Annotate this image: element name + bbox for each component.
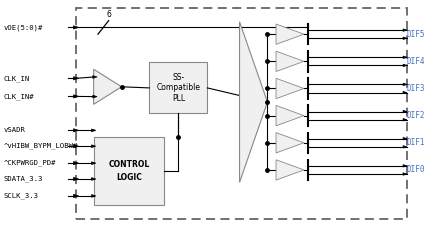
Polygon shape bbox=[92, 129, 96, 132]
Polygon shape bbox=[73, 177, 79, 181]
Text: CLK_IN: CLK_IN bbox=[3, 75, 30, 82]
Polygon shape bbox=[276, 24, 304, 44]
Polygon shape bbox=[73, 144, 79, 148]
Text: DIF3: DIF3 bbox=[407, 84, 426, 93]
Polygon shape bbox=[403, 91, 407, 94]
FancyBboxPatch shape bbox=[149, 63, 207, 113]
Polygon shape bbox=[73, 77, 79, 80]
Polygon shape bbox=[93, 76, 97, 78]
Polygon shape bbox=[276, 78, 304, 99]
Text: DIF5: DIF5 bbox=[407, 30, 426, 39]
Text: DIF0: DIF0 bbox=[407, 165, 426, 174]
Polygon shape bbox=[403, 165, 407, 167]
Polygon shape bbox=[93, 95, 97, 98]
Polygon shape bbox=[92, 195, 96, 197]
Polygon shape bbox=[73, 129, 79, 132]
Polygon shape bbox=[403, 37, 407, 39]
Text: DIF1: DIF1 bbox=[407, 138, 426, 147]
Polygon shape bbox=[403, 173, 407, 175]
Polygon shape bbox=[92, 162, 96, 164]
Text: CONTROL: CONTROL bbox=[108, 160, 149, 169]
Text: SCLK_3.3: SCLK_3.3 bbox=[3, 193, 38, 199]
Text: ^vHIBW_BYPM_LOBW#: ^vHIBW_BYPM_LOBW# bbox=[3, 143, 78, 150]
Polygon shape bbox=[403, 110, 407, 113]
Polygon shape bbox=[276, 105, 304, 126]
Polygon shape bbox=[403, 118, 407, 121]
Polygon shape bbox=[403, 29, 407, 31]
Polygon shape bbox=[276, 51, 304, 71]
Text: PLL: PLL bbox=[172, 94, 185, 103]
Polygon shape bbox=[94, 69, 121, 104]
FancyBboxPatch shape bbox=[94, 137, 165, 205]
Text: LOGIC: LOGIC bbox=[116, 173, 142, 182]
Text: CLK_IN#: CLK_IN# bbox=[3, 93, 34, 100]
Text: SS-: SS- bbox=[172, 73, 184, 82]
Text: SDATA_3.3: SDATA_3.3 bbox=[3, 176, 43, 182]
Text: Compatible: Compatible bbox=[156, 83, 200, 93]
Polygon shape bbox=[403, 56, 407, 58]
Polygon shape bbox=[73, 95, 79, 98]
Polygon shape bbox=[73, 26, 79, 29]
Text: vSADR: vSADR bbox=[3, 127, 25, 133]
Text: ^CKPWRGD_PD#: ^CKPWRGD_PD# bbox=[3, 160, 56, 166]
Polygon shape bbox=[73, 161, 79, 165]
Polygon shape bbox=[92, 178, 96, 180]
Text: vOE(5:0)#: vOE(5:0)# bbox=[3, 24, 43, 31]
Polygon shape bbox=[403, 64, 407, 67]
Polygon shape bbox=[276, 133, 304, 153]
Text: 6: 6 bbox=[107, 11, 111, 19]
Polygon shape bbox=[276, 160, 304, 180]
Polygon shape bbox=[240, 22, 267, 182]
Polygon shape bbox=[403, 146, 407, 148]
Polygon shape bbox=[92, 145, 96, 147]
Polygon shape bbox=[403, 137, 407, 140]
Polygon shape bbox=[73, 194, 79, 198]
Text: DIF4: DIF4 bbox=[407, 57, 426, 66]
Polygon shape bbox=[403, 83, 407, 86]
Text: DIF2: DIF2 bbox=[407, 111, 426, 120]
